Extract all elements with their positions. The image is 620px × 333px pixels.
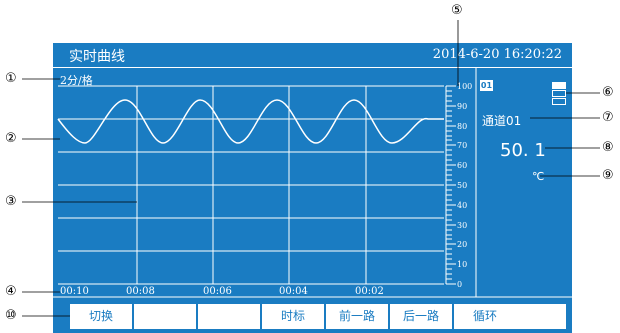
- next-channel-button[interactable]: 后一路: [390, 304, 452, 329]
- ruler-label: 70: [457, 141, 467, 150]
- ruler-label: 60: [457, 161, 467, 170]
- ruler-label: 0: [457, 280, 462, 289]
- channel-value: 50. 1: [500, 140, 546, 161]
- callout-1: ①: [5, 71, 17, 86]
- ruler-label: 50: [457, 181, 467, 190]
- device-screen: [53, 43, 572, 333]
- channel-bars-icon: [552, 82, 566, 106]
- ruler-label: 100: [457, 82, 472, 91]
- callout-7: ⑦: [602, 110, 614, 125]
- ruler-label: 30: [457, 221, 467, 230]
- callout-2: ②: [5, 131, 17, 146]
- value-ruler: [445, 85, 456, 285]
- trend-curve: [57, 99, 444, 144]
- callout-9: ⑨: [602, 168, 614, 183]
- callout-8: ⑧: [602, 140, 614, 155]
- blank-button-1[interactable]: [134, 304, 196, 329]
- time-label: 00:04: [279, 286, 308, 297]
- time-label: 00:10: [60, 286, 89, 297]
- callout-5: ⑤: [451, 3, 463, 18]
- blank-button-2[interactable]: [198, 304, 260, 329]
- time-label: 00:06: [203, 286, 232, 297]
- ruler-label: 40: [457, 201, 467, 210]
- callout-3: ③: [5, 194, 17, 209]
- channel-name: 通道01: [482, 114, 522, 128]
- datetime-display: 2014-6-20 16:20:22: [432, 47, 562, 62]
- time-label: 00:08: [126, 286, 155, 297]
- title-bar: 实时曲线 2014-6-20 16:20:22: [53, 43, 572, 68]
- channel-tag: 01: [480, 80, 493, 91]
- cycle-button[interactable]: 循环: [454, 304, 516, 329]
- callout-6: ⑥: [602, 85, 614, 100]
- prev-channel-button[interactable]: 前一路: [326, 304, 388, 329]
- ruler-label: 10: [457, 260, 467, 269]
- time-mark-button[interactable]: 时标: [262, 304, 324, 329]
- ruler-label: 80: [457, 122, 467, 131]
- channel-unit: ℃: [532, 170, 545, 183]
- ruler-label: 90: [457, 102, 467, 111]
- callout-4: ④: [5, 284, 17, 299]
- blank-button-3[interactable]: [516, 304, 566, 329]
- time-scale-label: 2分/格: [60, 74, 93, 87]
- ruler-label: 20: [457, 240, 467, 249]
- page-title: 实时曲线: [69, 49, 125, 65]
- callout-10: ⑩: [5, 308, 17, 323]
- switch-button[interactable]: 切换: [70, 304, 132, 329]
- time-label: 00:02: [355, 286, 384, 297]
